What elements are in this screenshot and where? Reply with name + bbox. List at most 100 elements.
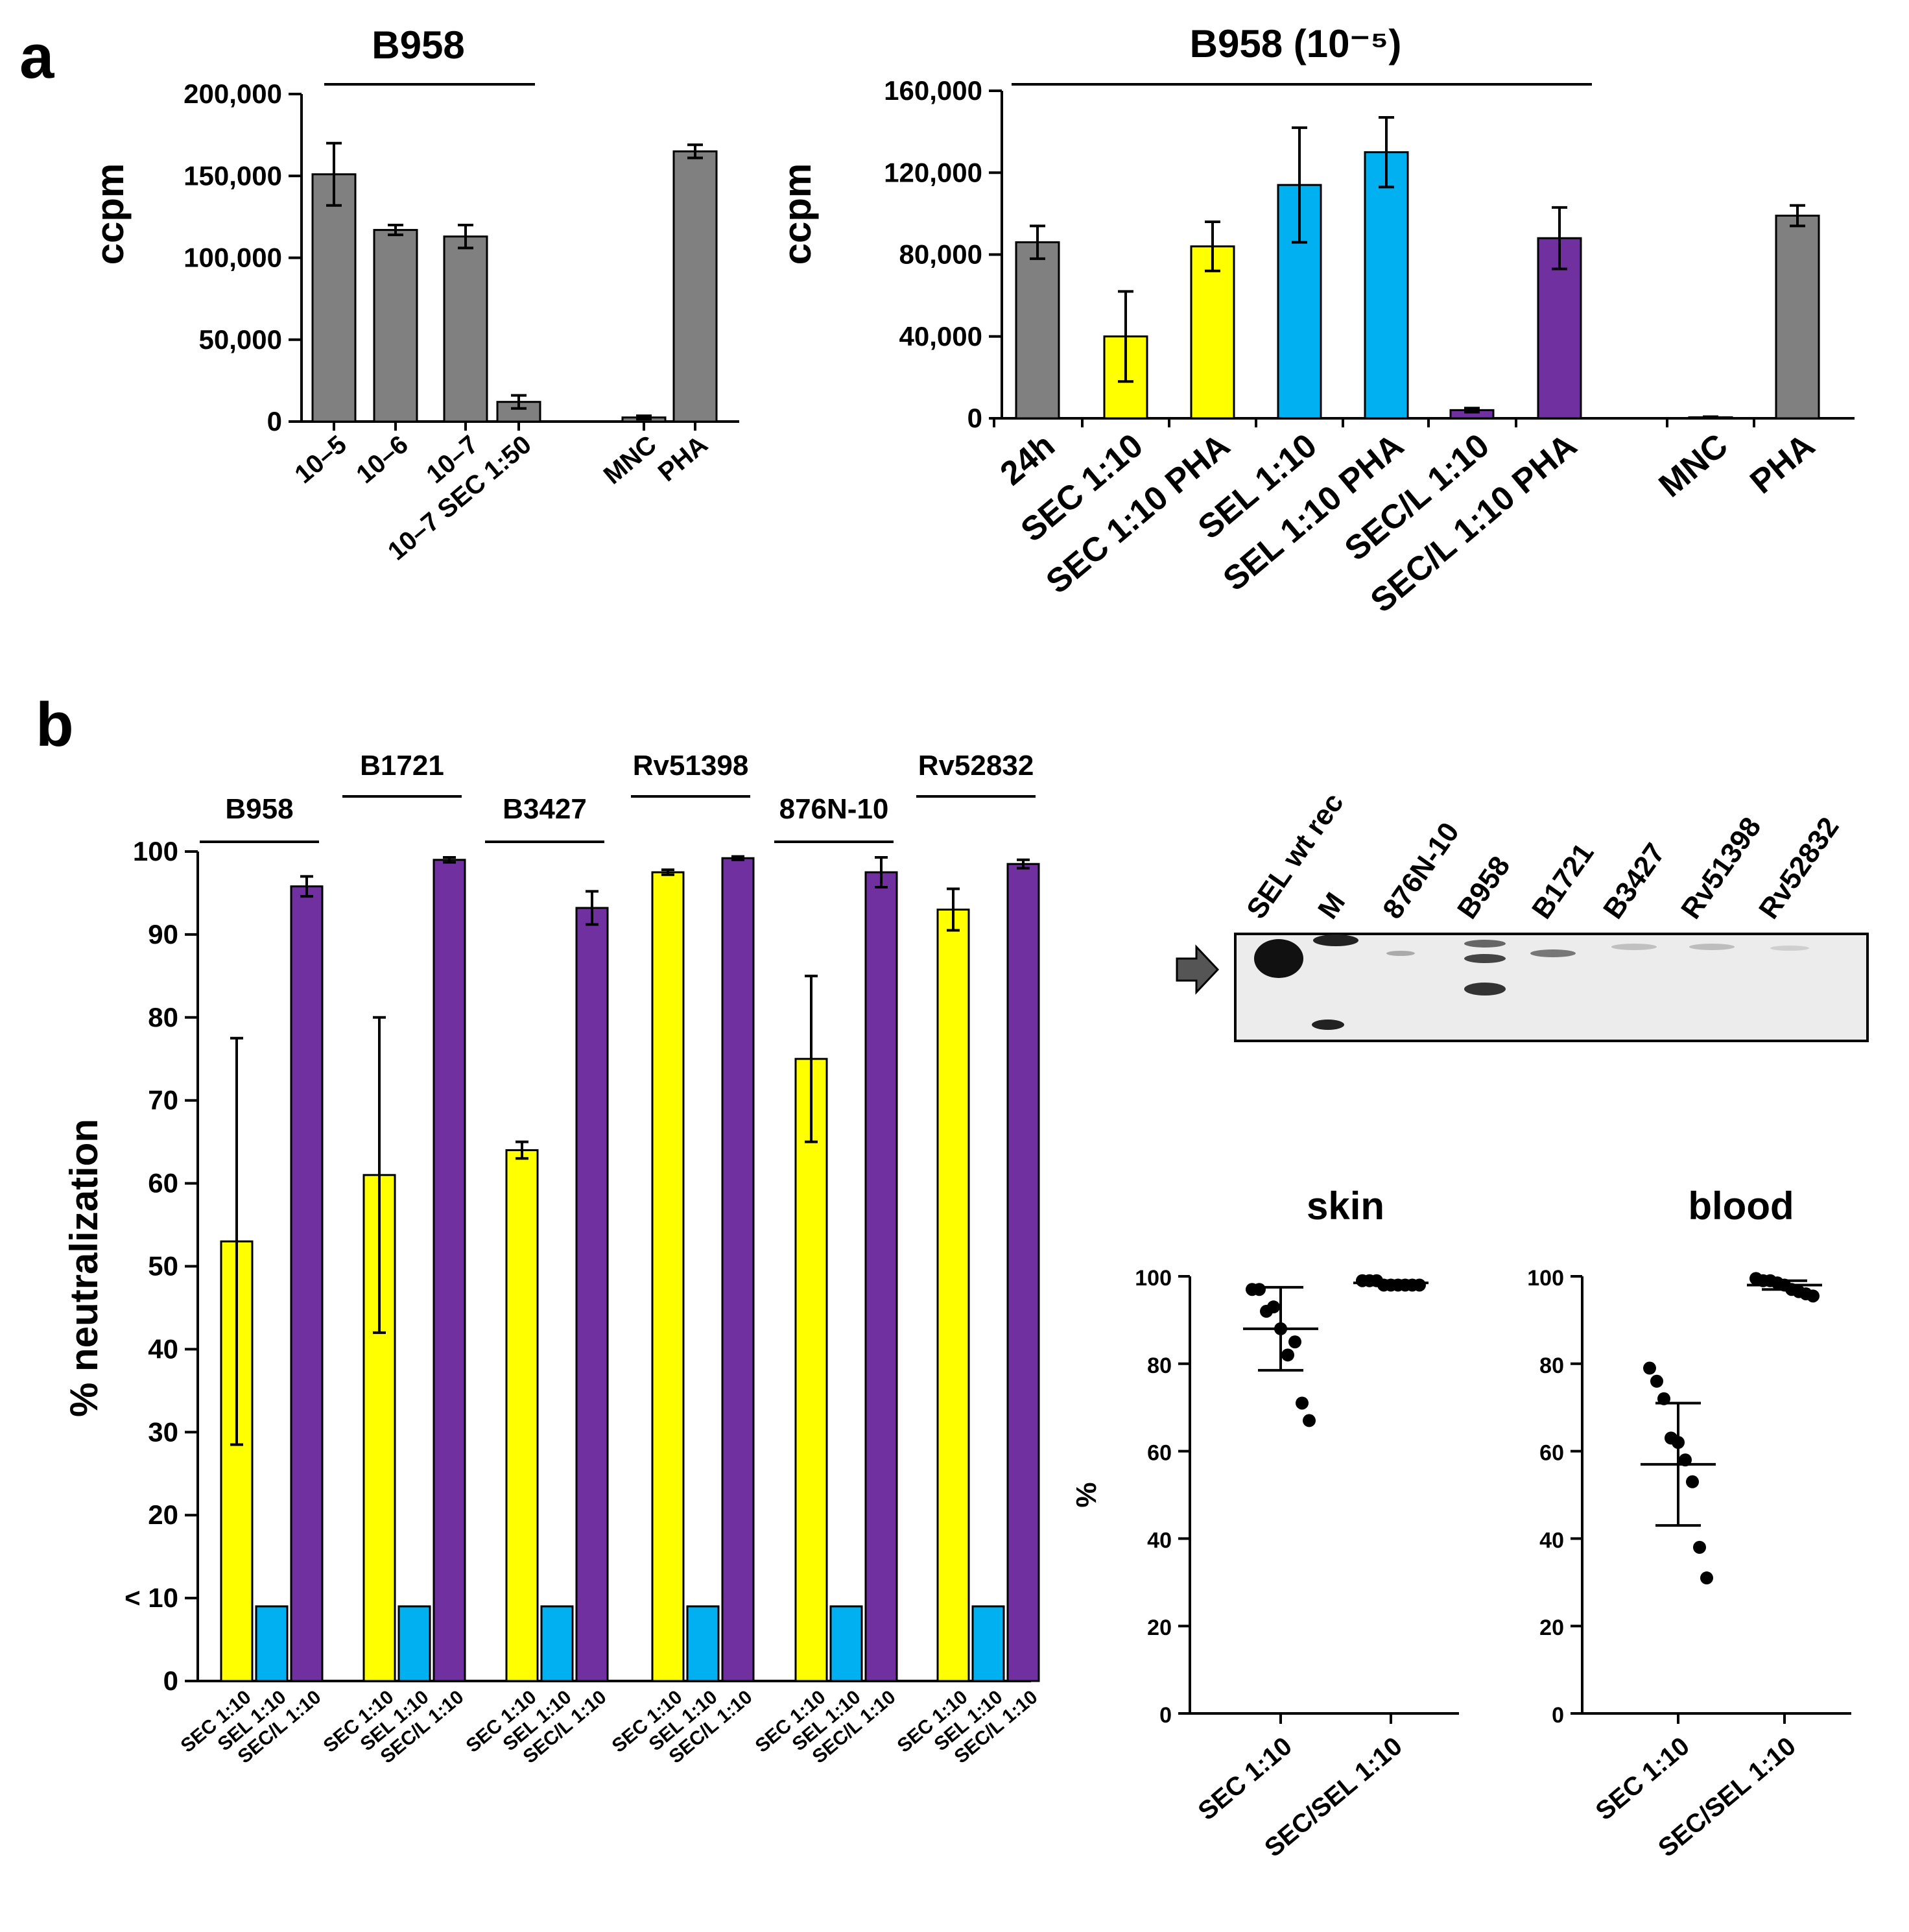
panel-letter-b: b xyxy=(36,690,74,759)
b2-y-tick-label: 40 xyxy=(1147,1528,1172,1553)
blot-band xyxy=(1464,940,1506,948)
a2-title: B958 (10⁻⁵) xyxy=(1190,22,1402,66)
a1-bar xyxy=(373,229,418,423)
blot-band xyxy=(1689,944,1735,950)
b2-y-tick-label: 60 xyxy=(1147,1441,1172,1466)
blot-band xyxy=(1464,983,1506,996)
b3-point xyxy=(1693,1540,1706,1554)
b1-bar xyxy=(936,909,970,1682)
chart-b1-neutralization: 0 < 10 20 30 40 50 60 70 80 90 100 % neutralization… xyxy=(62,750,1041,1768)
b1-y-tick-label: 0 xyxy=(163,1665,178,1696)
b1-group-label: B1721 xyxy=(360,750,444,781)
b1-y-tick-label: 90 xyxy=(148,919,178,949)
b1-bar xyxy=(433,859,466,1682)
b1-y-tick-label: 60 xyxy=(148,1168,178,1199)
b1-bar xyxy=(794,1058,828,1682)
b2-title: skin xyxy=(1307,1184,1384,1228)
b2-point xyxy=(1303,1414,1316,1427)
b1-y-tick-label: 40 xyxy=(148,1333,178,1364)
b2-point xyxy=(1296,1396,1309,1410)
blot-band xyxy=(1254,939,1303,978)
a1-y-tick-label: 200,000 xyxy=(184,78,282,109)
b1-y-tick-label: 50 xyxy=(148,1251,178,1282)
a2-x-tick-label: PHA xyxy=(1743,427,1821,501)
b1-y-label: % neutralization xyxy=(62,1119,106,1417)
b2-point xyxy=(1288,1335,1301,1349)
b2-y-label: % xyxy=(1071,1482,1102,1507)
b3-point xyxy=(1700,1571,1713,1585)
a1-y-tick-label: 0 xyxy=(267,406,282,436)
b3-y-tick-label: 80 xyxy=(1539,1354,1564,1378)
a2-y-tick-label: 120,000 xyxy=(884,157,982,187)
b1-group-label: B958 xyxy=(225,793,293,825)
a1-bar xyxy=(443,235,488,423)
b1-bar xyxy=(290,885,324,1682)
b1-y-tick-label: < 10 xyxy=(124,1582,178,1613)
a2-y-tick-label: 160,000 xyxy=(884,75,982,106)
b2-y-tick-label: 0 xyxy=(1159,1703,1172,1728)
a2-y-tick-label: 40,000 xyxy=(899,321,982,352)
blot-band xyxy=(1313,935,1358,946)
blot-lane-label: M xyxy=(1312,887,1351,925)
b1-group-label: Rv51398 xyxy=(633,750,749,781)
b1-bar xyxy=(686,1605,720,1682)
a1-x-tick-label: PHA xyxy=(653,430,713,487)
a2-y-tick-label: 0 xyxy=(967,403,982,433)
b1-y-tick-label: 100 xyxy=(133,836,178,866)
a1-title: B958 xyxy=(372,23,464,67)
b1-y-tick-label: 30 xyxy=(148,1416,178,1447)
b2-point xyxy=(1253,1283,1266,1296)
blot-lane-label: 876N-10 xyxy=(1377,817,1465,924)
blot-band xyxy=(1386,951,1415,956)
a2-bar xyxy=(1015,241,1060,420)
a1-y-tick-label: 150,000 xyxy=(184,160,282,191)
chart-a2-ccpm-b958-10-5: 0 40,000 80,000 120,000 160,000 B958 (10⁻⁵) cc… xyxy=(776,22,1855,620)
blot-band xyxy=(1530,949,1576,957)
b3-y-tick-label: 60 xyxy=(1539,1441,1564,1466)
a1-y-tick-label: 100,000 xyxy=(184,243,282,273)
chart-a1-ccpm-b958: 0 50,000 100,000 150,000 200,000 B958 ccpm 10–5… xyxy=(88,23,739,566)
b3-y-tick-label: 40 xyxy=(1539,1528,1564,1553)
panel-letter-a: a xyxy=(19,22,54,91)
a1-bar xyxy=(311,173,357,423)
a2-y-tick-label: 80,000 xyxy=(899,239,982,270)
blot-band xyxy=(1464,954,1506,963)
a2-bar xyxy=(1775,215,1820,420)
b1-bar xyxy=(1006,863,1040,1682)
a1-bar xyxy=(672,150,718,423)
b2-y-tick-label: 80 xyxy=(1147,1354,1172,1378)
b1-y-tick-label: 70 xyxy=(148,1085,178,1115)
b1-y-tick-label: 20 xyxy=(148,1499,178,1530)
a2-x-tick-label: 24h xyxy=(993,427,1062,493)
blot-lane-label: B958 xyxy=(1451,850,1516,924)
b3-y-tick-label: 20 xyxy=(1539,1616,1564,1640)
a1-x-tick-label: 10–5 xyxy=(289,430,351,489)
blot-lane-label: B1721 xyxy=(1526,837,1600,924)
b3-y-tick-label: 100 xyxy=(1527,1266,1564,1291)
b1-bar xyxy=(864,871,898,1682)
blot-lane-label: B3427 xyxy=(1597,837,1672,924)
b1-bar xyxy=(397,1605,431,1682)
b3-point xyxy=(1650,1374,1663,1388)
b1-bar xyxy=(829,1605,863,1682)
b2-point xyxy=(1281,1348,1294,1362)
b3-x-tick-label: SEC 1:10 xyxy=(1591,1732,1695,1826)
a2-y-label: ccpm xyxy=(776,163,819,265)
blot-band xyxy=(1611,944,1657,950)
a1-y-label: ccpm xyxy=(88,163,132,265)
blot-band xyxy=(1312,1020,1344,1030)
b2-y-tick-label: 100 xyxy=(1135,1266,1172,1291)
b1-bar xyxy=(362,1174,396,1682)
b1-group-label: Rv52832 xyxy=(918,750,1034,781)
b1-bar xyxy=(540,1605,574,1682)
b3-title: blood xyxy=(1688,1184,1794,1228)
b1-y-tick-label: 80 xyxy=(148,1002,178,1032)
a2-bar xyxy=(1364,151,1409,420)
blot-band xyxy=(1770,946,1809,951)
b2-y-tick-label: 20 xyxy=(1147,1616,1172,1640)
a1-x-tick-label: 10–6 xyxy=(351,430,413,489)
b3-point xyxy=(1643,1361,1656,1375)
a2-x-tick-label: MNC xyxy=(1652,427,1735,505)
